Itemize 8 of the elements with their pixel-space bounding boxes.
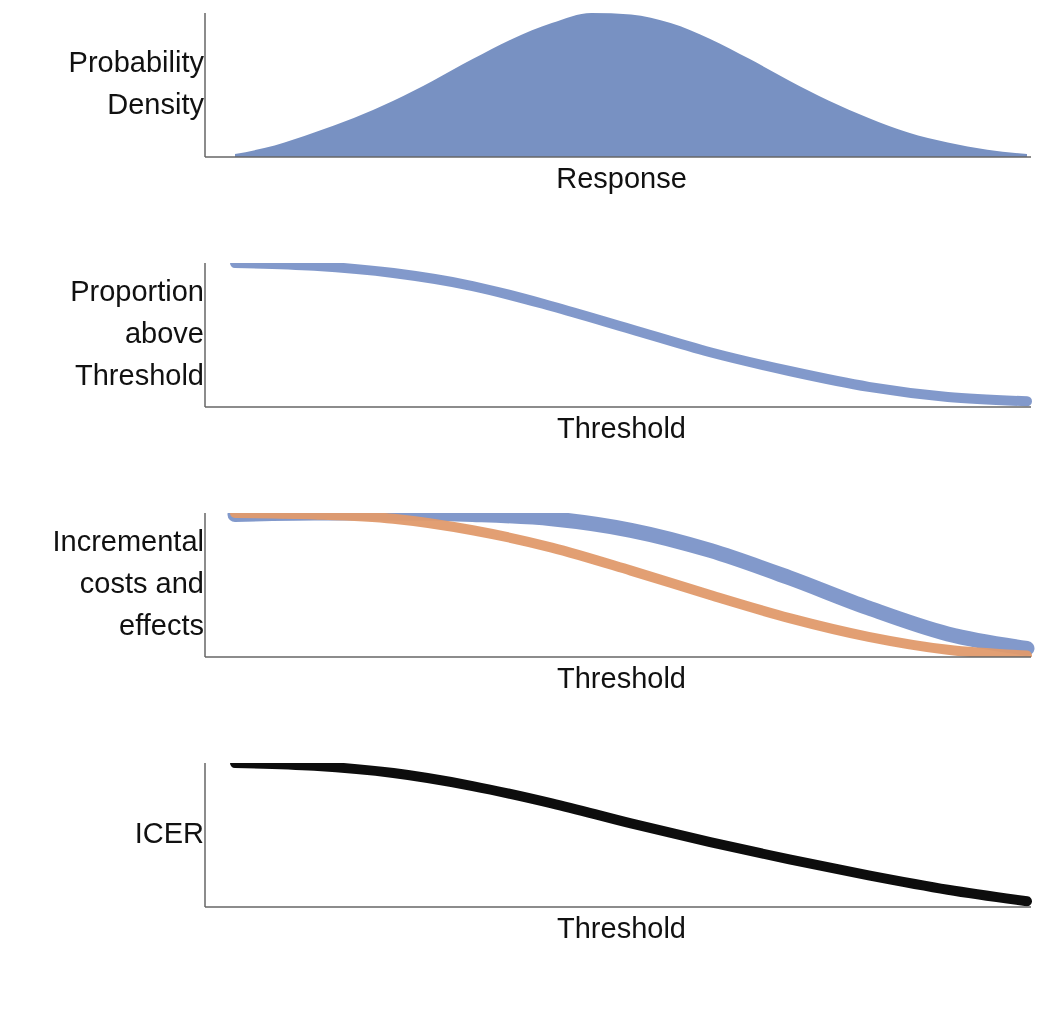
y-axis-title: ICER xyxy=(134,816,204,851)
y-axis-title: Incremental costs and effects xyxy=(51,524,204,643)
x-axis-title: Threshold xyxy=(556,662,687,695)
x-axis-title: Response xyxy=(555,162,688,195)
x-axis-title: Threshold xyxy=(556,912,687,945)
x-axis-title: Threshold xyxy=(556,412,687,445)
y-axis-title: Probability Density xyxy=(67,45,204,122)
y-axis-title: Proportion above Threshold xyxy=(69,274,204,393)
